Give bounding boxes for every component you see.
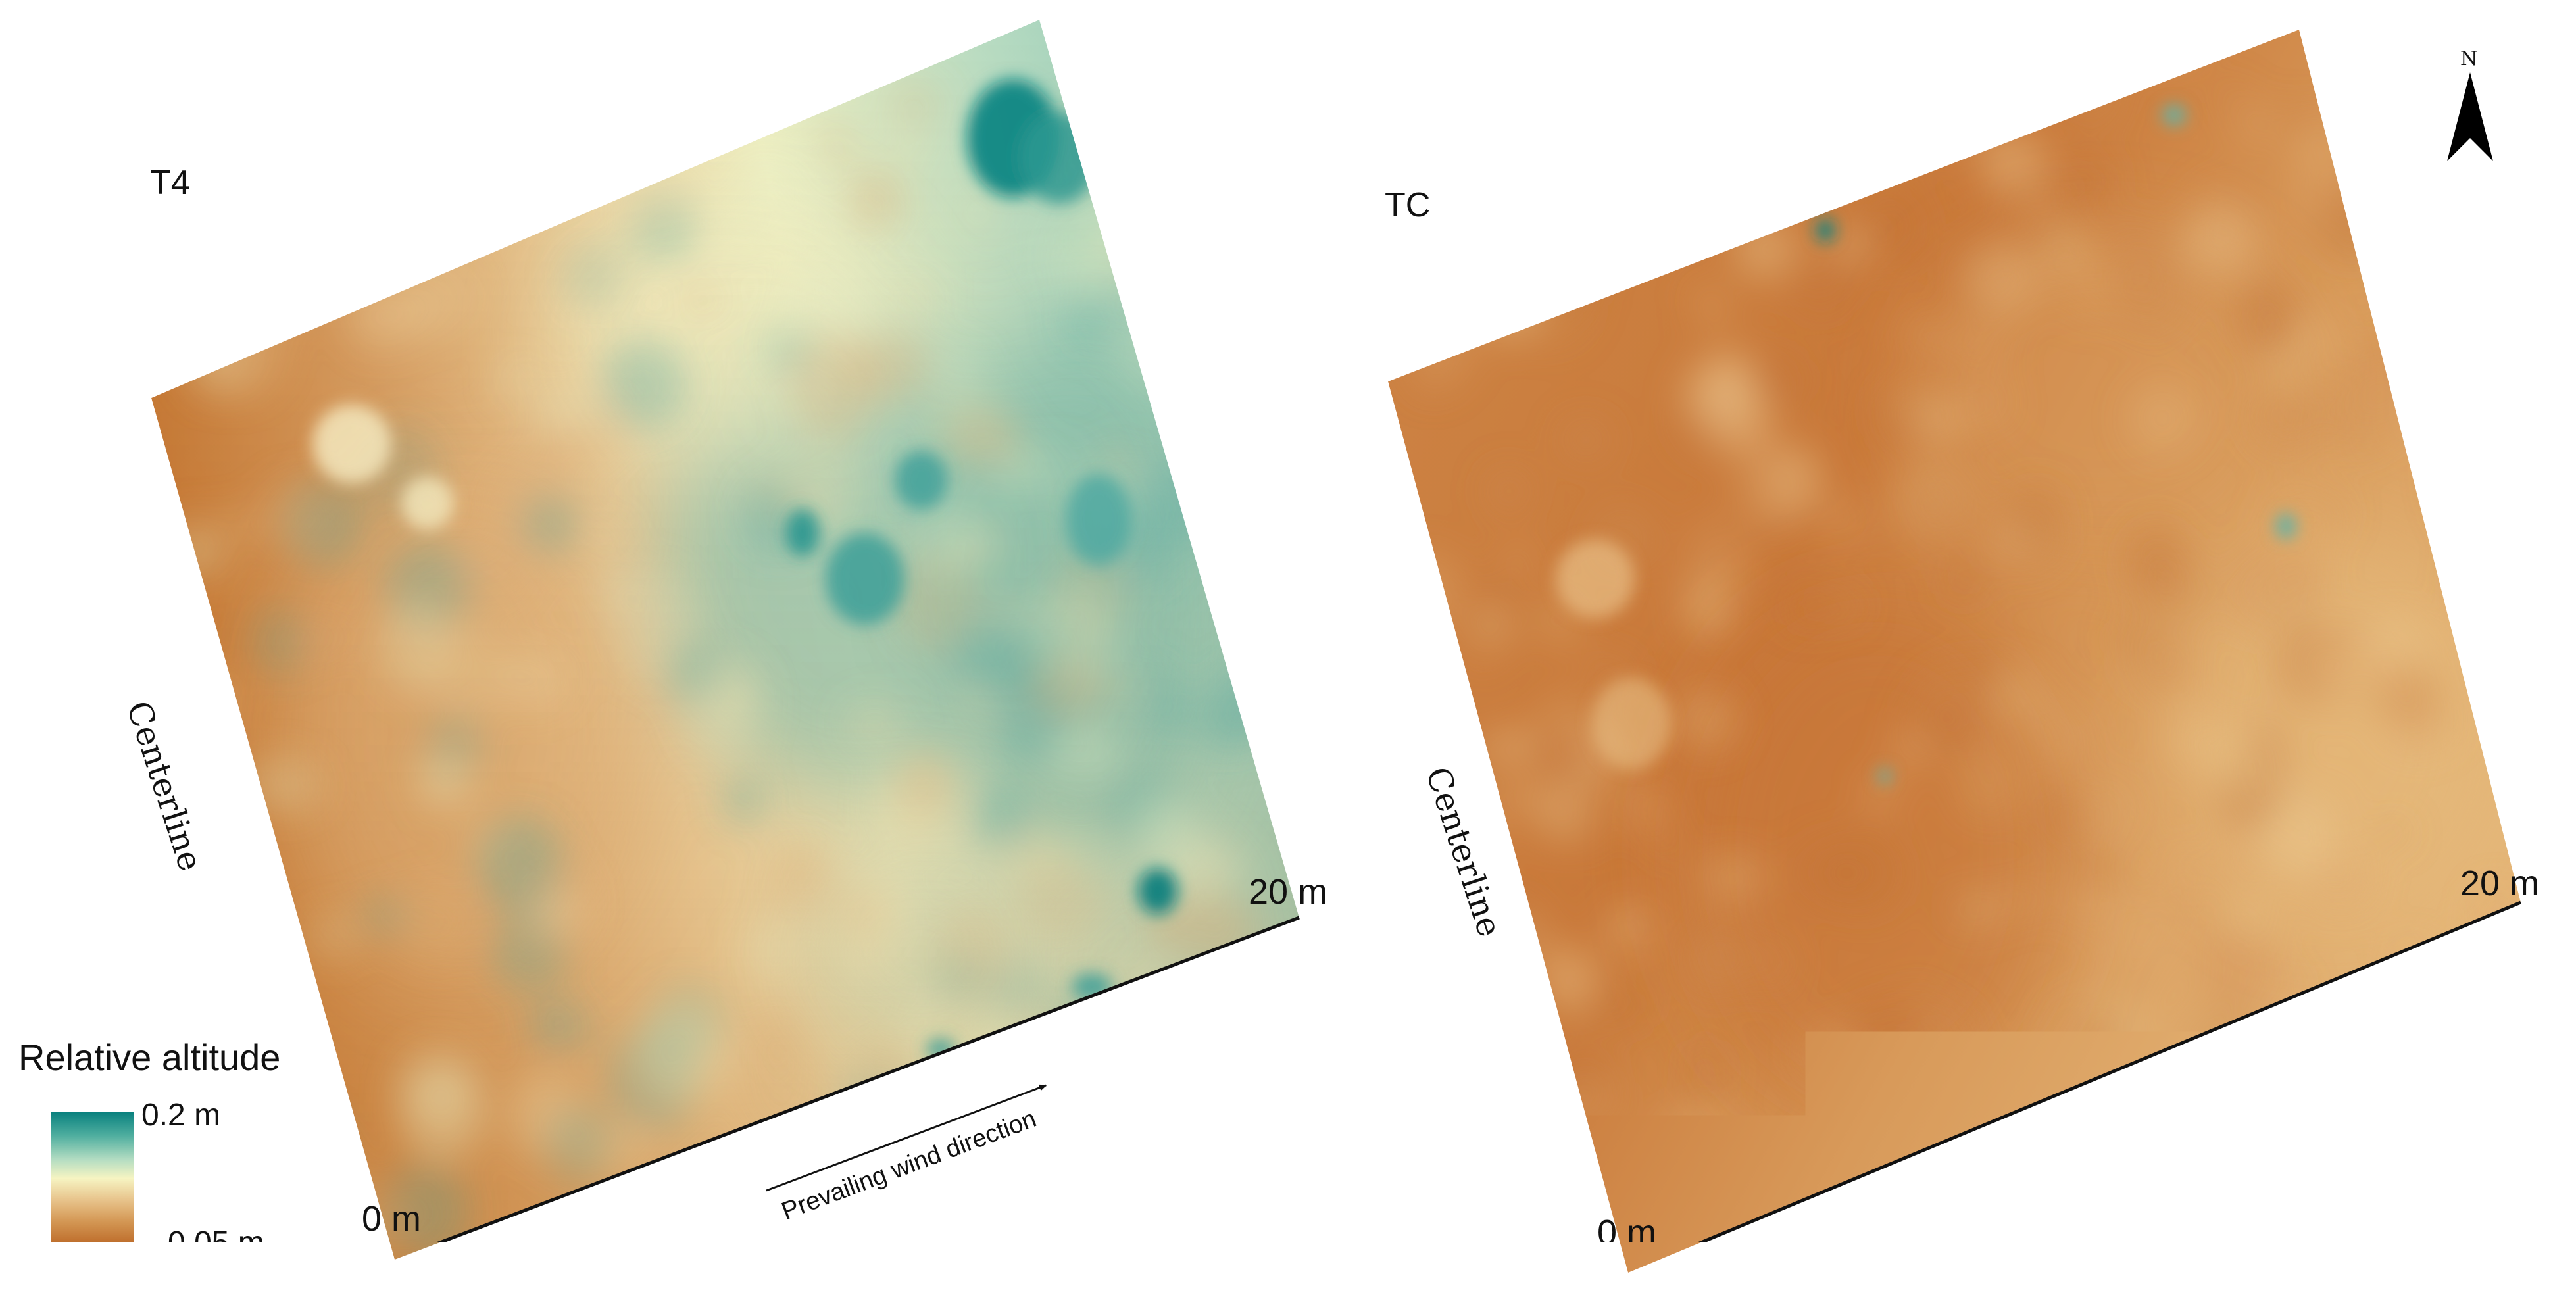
legend-title: Relative altitude [18, 1036, 280, 1079]
t4-panel-title: T4 [150, 163, 190, 203]
tc-scale-start-label: 0 m [1597, 1212, 1656, 1253]
north-arrow-icon [2447, 72, 2493, 161]
tc-scale-end-label: 20 m [2460, 863, 2539, 904]
legend-max-label: 0.2 m [141, 1097, 220, 1133]
north-label: N [2460, 47, 2477, 70]
legend-colorbar [51, 1112, 134, 1245]
tc-elevation-map [1368, 0, 2534, 1294]
legend-min-label: – 0.05 m [141, 1225, 264, 1261]
t4-elevation-map [111, 0, 1321, 1282]
t4-scale-start-label: 0 m [362, 1198, 421, 1239]
tc-panel-title: TC [1385, 185, 1430, 225]
t4-scale-end-label: 20 m [1249, 872, 1327, 912]
